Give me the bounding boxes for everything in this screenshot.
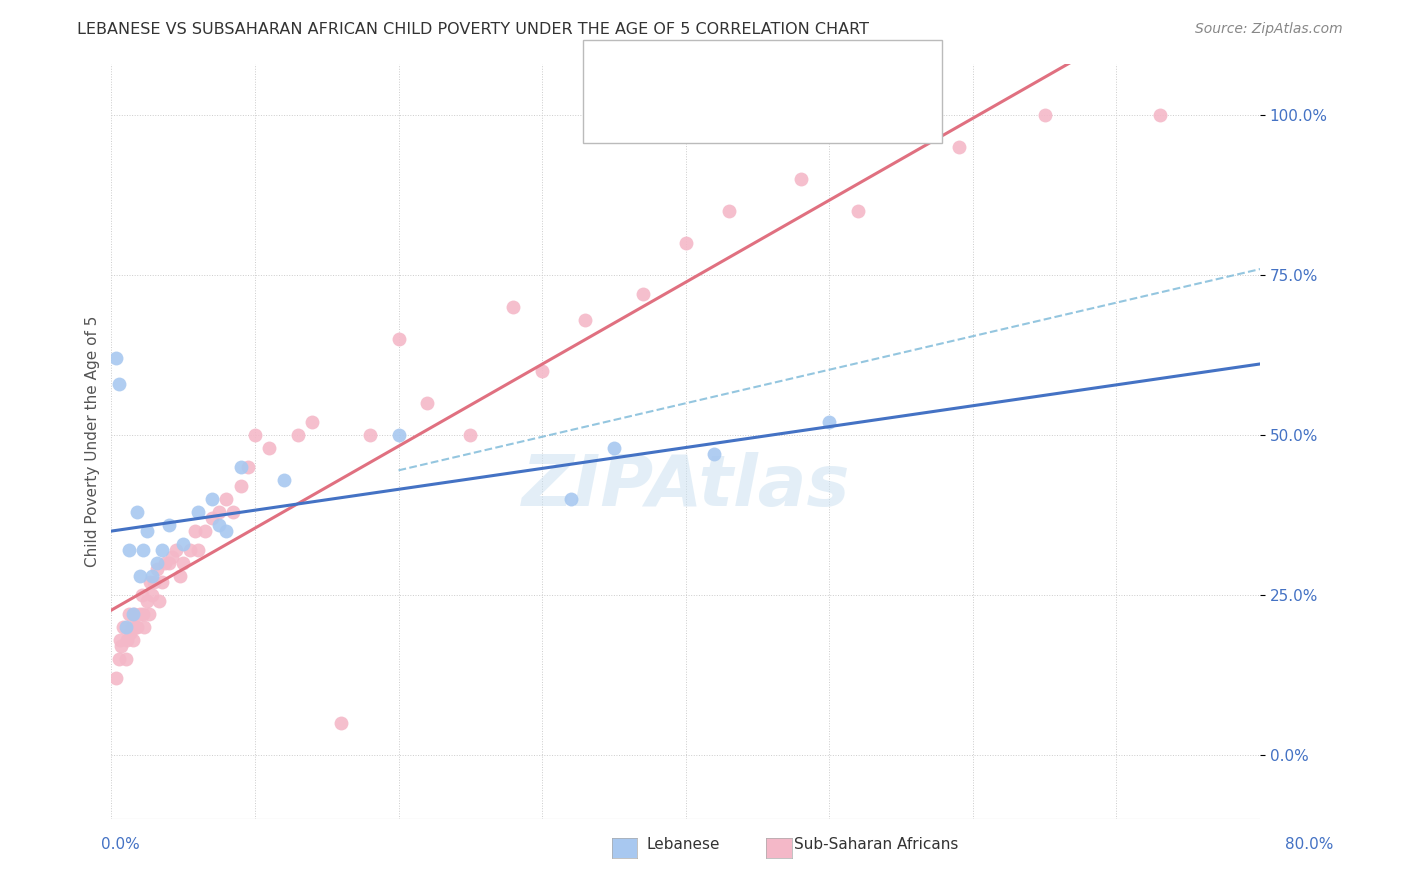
Point (114, 620, 136, 634)
Point (127, 620, 149, 634)
Point (132, 543, 155, 558)
Point (148, 594, 170, 608)
Point (169, 569, 191, 583)
Point (104, 671, 127, 685)
Point (215, 524, 238, 538)
Text: N = 25: N = 25 (745, 62, 803, 79)
Point (124, 607, 146, 622)
Y-axis label: Child Poverty Under the Age of 5: Child Poverty Under the Age of 5 (86, 316, 100, 567)
Point (717, 204, 740, 219)
Point (460, 428, 482, 442)
Point (150, 575, 173, 590)
Point (132, 607, 155, 622)
Text: LEBANESE VS SUBSAHARAN AFRICAN CHILD POVERTY UNDER THE AGE OF 5 CORRELATION CHAR: LEBANESE VS SUBSAHARAN AFRICAN CHILD POV… (77, 22, 869, 37)
Point (108, 632, 131, 647)
Point (129, 569, 152, 583)
Point (229, 460, 252, 475)
Point (139, 575, 162, 590)
Point (603, 441, 626, 455)
Point (117, 607, 139, 622)
Text: Source: ZipAtlas.com: Source: ZipAtlas.com (1195, 22, 1343, 37)
Point (846, 204, 869, 219)
Point (194, 524, 217, 538)
Point (120, 626, 142, 640)
Point (131, 588, 153, 602)
Point (143, 575, 166, 590)
Point (160, 549, 183, 564)
Point (1033, 108, 1056, 122)
Point (165, 543, 187, 558)
Point (134, 620, 156, 634)
Point (110, 640, 132, 654)
Point (273, 473, 295, 487)
Point (675, 236, 697, 251)
Point (117, 543, 139, 558)
Point (502, 300, 524, 314)
Point (125, 620, 148, 634)
Point (236, 460, 259, 475)
Text: R = 0.159: R = 0.159 (647, 62, 730, 79)
Point (157, 556, 180, 570)
Point (157, 517, 180, 532)
Point (631, 287, 654, 301)
Point (201, 511, 224, 525)
Point (122, 632, 145, 647)
Point (111, 620, 134, 634)
Point (574, 313, 596, 327)
Point (222, 505, 245, 519)
Point (201, 492, 224, 507)
Point (387, 332, 409, 346)
Point (229, 479, 252, 493)
Point (703, 447, 725, 461)
Point (359, 428, 381, 442)
Point (287, 428, 309, 442)
Point (107, 376, 129, 391)
Point (153, 556, 176, 570)
Point (138, 607, 160, 622)
Point (141, 588, 163, 602)
Point (141, 569, 163, 583)
Point (129, 607, 152, 622)
Point (146, 556, 169, 570)
Point (1149, 108, 1171, 122)
Point (531, 364, 554, 378)
Point (208, 505, 231, 519)
Text: ZIPAtlas: ZIPAtlas (522, 452, 851, 521)
Point (560, 492, 582, 507)
Point (387, 428, 409, 442)
Text: 0.0%: 0.0% (101, 838, 141, 852)
Point (121, 620, 143, 634)
Point (127, 505, 149, 519)
Point (948, 140, 970, 154)
Text: 80.0%: 80.0% (1285, 838, 1333, 852)
Text: R = 0.819: R = 0.819 (647, 104, 730, 122)
Point (136, 524, 159, 538)
Point (301, 415, 323, 429)
Point (172, 537, 194, 551)
Point (789, 172, 811, 186)
Point (215, 492, 238, 507)
Point (104, 351, 127, 366)
Point (818, 415, 841, 429)
Point (150, 543, 173, 558)
Text: Lebanese: Lebanese (647, 838, 720, 852)
Point (114, 652, 136, 666)
Point (330, 716, 353, 731)
Point (208, 517, 231, 532)
Point (259, 441, 281, 455)
Point (107, 652, 129, 666)
Point (146, 562, 169, 576)
Point (416, 396, 439, 410)
Point (179, 543, 201, 558)
Text: Sub-Saharan Africans: Sub-Saharan Africans (794, 838, 959, 852)
Text: N = 62: N = 62 (745, 104, 803, 122)
Point (136, 594, 159, 608)
Point (115, 632, 138, 647)
Point (243, 428, 266, 442)
Point (187, 543, 209, 558)
Point (183, 524, 205, 538)
Point (172, 556, 194, 570)
Point (187, 505, 209, 519)
Point (122, 607, 145, 622)
